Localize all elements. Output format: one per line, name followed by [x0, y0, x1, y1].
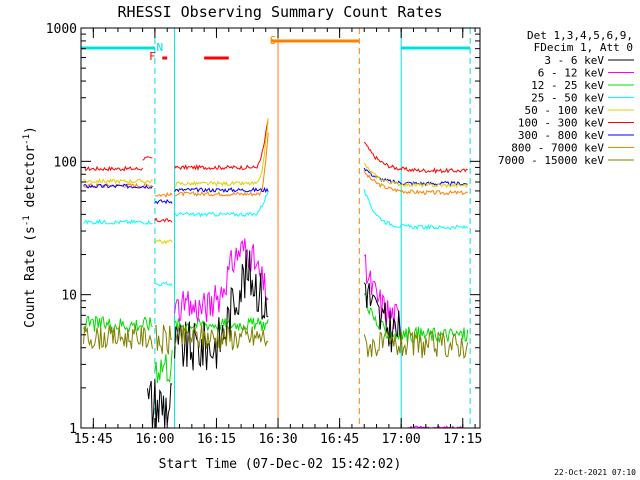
flag-label: N	[157, 41, 164, 54]
generated-timestamp: 22-Oct-2021 07:10	[554, 468, 636, 477]
series-50-100kev	[174, 117, 269, 187]
series-lines	[83, 117, 469, 429]
series-300-800kev	[174, 186, 269, 194]
series-25-50kev	[154, 281, 173, 287]
legend-label: 800 - 7000 keV	[511, 142, 604, 155]
series-100-300kev	[142, 156, 153, 161]
series-800-7000kev	[154, 191, 173, 198]
plot-frame	[80, 27, 481, 429]
x-axis-ticks: 15:45 16:00 16:15 16:30 16:45 17:00 17:15	[74, 28, 482, 447]
series-12-25kev	[363, 292, 469, 344]
series-7000-15000kev	[154, 324, 173, 355]
plot-border	[80, 27, 481, 429]
x-tick-label: 15:45	[74, 432, 113, 447]
series-7000-15000kev	[83, 325, 153, 350]
series-7000-15000kev	[174, 323, 269, 351]
x-tick-label: 16:15	[197, 432, 236, 447]
plot-lines	[154, 28, 471, 428]
flag-label: S	[270, 34, 277, 47]
x-tick-label: 16:45	[320, 432, 359, 447]
series-50-100kev	[154, 238, 173, 245]
series-25-50kev	[83, 218, 153, 225]
series-6-12kev	[363, 253, 402, 335]
x-tick-label: 17:15	[443, 432, 482, 447]
y-tick-label: 100	[54, 155, 77, 170]
y-axis-label-mid: detector	[23, 145, 38, 216]
series-6-12kev	[174, 238, 269, 323]
x-axis-label: Start Time (07-Dec-02 15:42:02)	[159, 457, 402, 472]
series-100-300kev	[174, 118, 269, 171]
y-axis-label: Count Rate (s-1 detector-1)	[22, 126, 38, 328]
legend-label: 50 - 100 keV	[525, 104, 605, 117]
series-50-100kev	[83, 177, 153, 185]
series-12-25kev	[83, 315, 153, 334]
legend-label: 6 - 12 keV	[538, 67, 605, 80]
y-tick-label: 1000	[46, 22, 77, 37]
series-800-7000kev	[363, 170, 468, 196]
x-tick-label: 16:30	[258, 432, 297, 447]
x-tick-label: 17:00	[382, 432, 421, 447]
series-800-7000kev	[174, 132, 269, 197]
legend-header-line-1: Det 1,3,4,5,6,9,	[527, 29, 633, 42]
y-axis-label-main: Count Rate (s	[23, 226, 38, 328]
bars	[81, 39, 471, 60]
series-3-6kev	[363, 282, 402, 353]
series-300-800kev	[83, 183, 153, 189]
series-25-50kev	[363, 189, 469, 231]
series-100-300kev	[83, 165, 144, 172]
y-tick-label: 10	[61, 289, 77, 304]
chart-title: RHESSI Observing Summary Count Rates	[117, 3, 442, 21]
series-12-25kev	[154, 350, 173, 384]
series-100-300kev	[363, 141, 468, 174]
x-tick-label: 16:00	[135, 432, 174, 447]
y-axis-ticks: 1 10 100 1000	[46, 22, 480, 437]
legend-header-line-2: FDecim 1, Att 0	[534, 41, 633, 54]
series-25-50kev	[174, 191, 269, 218]
series-300-800kev	[363, 167, 468, 187]
y-axis-label-sup2: -1	[22, 134, 32, 145]
series-50-100kev	[363, 162, 469, 189]
series-3-6kev	[147, 379, 173, 429]
legend-label: 12 - 25 keV	[531, 79, 604, 92]
series-12-25kev	[174, 316, 269, 332]
flag-label: F	[149, 50, 156, 63]
legend: Det 1,3,4,5,6,9, FDecim 1, Att 0 3 - 6 k…	[498, 29, 634, 167]
series-7000-15000kev	[363, 330, 469, 360]
flags: NF S	[149, 34, 276, 63]
legend-label: 3 - 6 keV	[544, 54, 604, 67]
legend-label: 100 - 300 keV	[518, 117, 604, 130]
y-axis-label-end: )	[23, 126, 38, 134]
y-tick-label: 1	[69, 422, 77, 437]
series-100-300kev	[154, 217, 173, 223]
y-axis-label-sup1: -1	[22, 215, 32, 226]
legend-label: 7000 - 15000 keV	[498, 154, 604, 167]
legend-label: 300 - 800 keV	[518, 129, 604, 142]
series-300-800kev	[154, 199, 173, 205]
legend-label: 25 - 50 keV	[531, 92, 604, 105]
